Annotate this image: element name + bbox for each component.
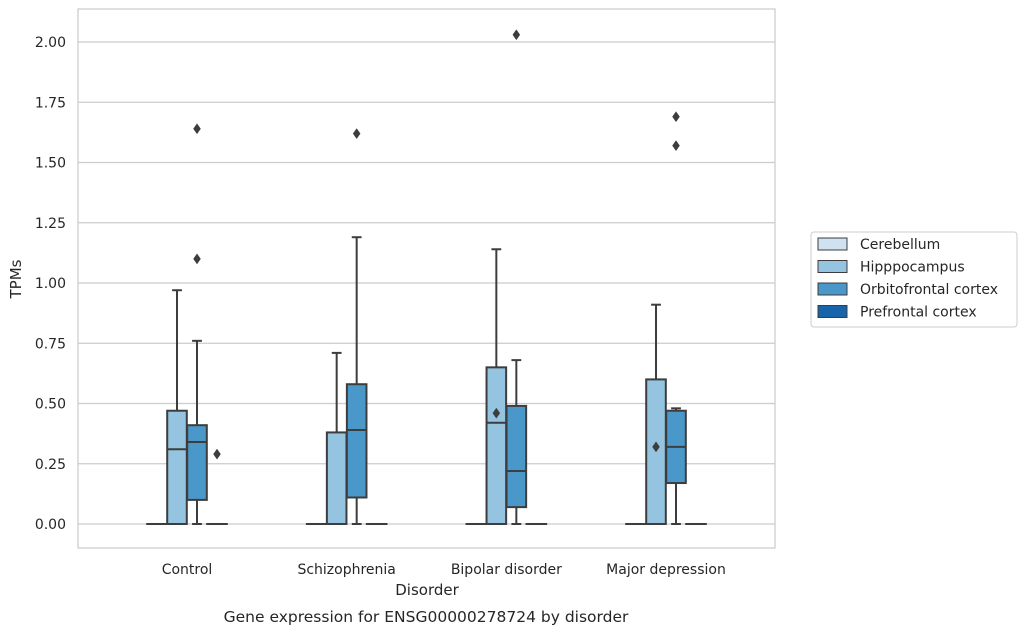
- legend-swatch: [817, 237, 848, 251]
- box-body: [485, 366, 508, 525]
- chart-caption: Gene expression for ENSG00000278724 by d…: [224, 608, 629, 626]
- legend-label: Cerebellum: [860, 237, 940, 253]
- box-orbitofrontal-cortex: [665, 111, 687, 525]
- x-tick-label: Schizophrenia: [297, 562, 395, 578]
- y-axis-label: TPMs: [7, 259, 25, 299]
- y-tick-label: 2.00: [35, 35, 66, 51]
- y-tick-label: 0.50: [35, 397, 66, 413]
- plot-frame: [77, 8, 776, 549]
- outlier-point: [193, 253, 201, 265]
- box-orbitofrontal-cortex: [186, 123, 208, 525]
- legend-frame: [810, 231, 1018, 328]
- box-body: [345, 383, 368, 499]
- outlier-point: [492, 407, 501, 419]
- y-tick-label: 1.50: [35, 156, 66, 172]
- x-axis-label: Disorder: [395, 581, 459, 599]
- outlier-point: [672, 111, 680, 123]
- outlier-point: [352, 128, 361, 140]
- outlier-point: [213, 448, 221, 460]
- y-tick-label: 0.00: [35, 517, 66, 533]
- outlier-point: [672, 140, 680, 152]
- x-tick-label: Major depression: [606, 562, 726, 578]
- outlier-point: [193, 123, 201, 135]
- y-tick-label: 0.25: [35, 457, 66, 473]
- box-body: [505, 404, 528, 509]
- legend-label: Orbitofrontal cortex: [860, 282, 998, 298]
- box-body: [186, 424, 208, 501]
- box-plot-marks: [146, 29, 707, 526]
- outlier-point: [652, 441, 660, 453]
- legend: Cerebellum Hipppocampus Orbitofrontal cort…: [810, 231, 1018, 328]
- y-tick-label: 0.75: [35, 336, 66, 352]
- outlier-point: [512, 29, 521, 41]
- box-body: [166, 409, 188, 526]
- legend-swatch: [817, 260, 848, 273]
- box-body: [325, 431, 348, 526]
- y-tick-labels: 0.00 0.25 0.50 0.75 1.00 1.25 1.50 1.75 2.00: [35, 35, 66, 533]
- legend-swatch: [817, 305, 848, 318]
- box-prefrontal-cortex: [206, 448, 228, 526]
- box-orbitofrontal-cortex: [505, 29, 528, 525]
- x-tick-labels: Control Schizophrenia Bipolar disorder Majo…: [162, 562, 726, 578]
- y-tick-label: 1.00: [35, 276, 66, 292]
- legend-swatch: [817, 282, 848, 296]
- box-orbitofrontal-cortex: [345, 128, 368, 525]
- legend-label: Hipppocampus: [860, 260, 965, 276]
- y-tick-label: 1.25: [35, 216, 66, 232]
- x-tick-label: Bipolar disorder: [451, 562, 562, 578]
- x-tick-label: Control: [162, 562, 213, 578]
- y-tick-label: 1.75: [35, 95, 66, 111]
- legend-label: Prefrontal cortex: [860, 305, 977, 321]
